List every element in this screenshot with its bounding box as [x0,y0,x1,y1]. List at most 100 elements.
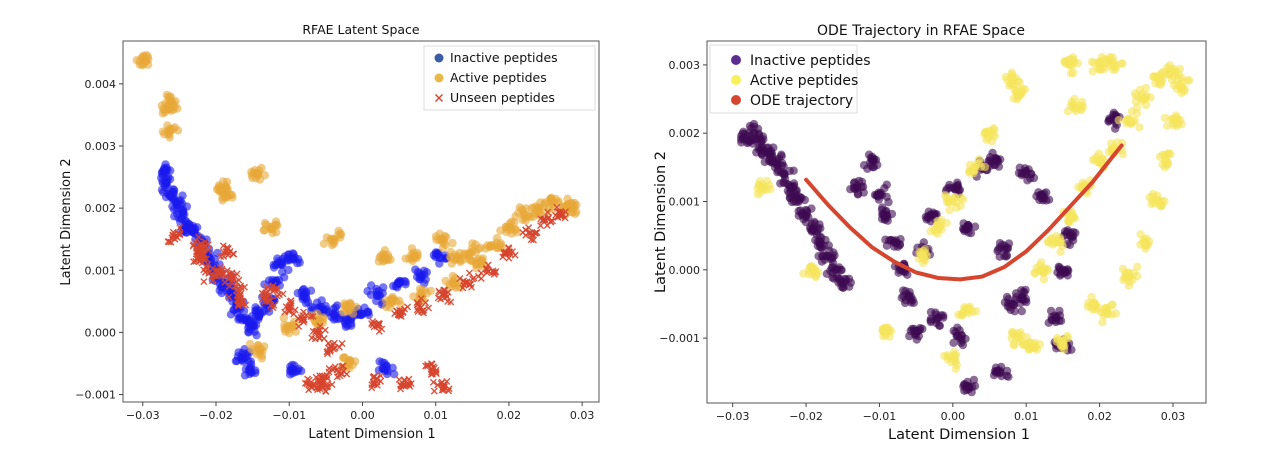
data-point [1073,59,1083,68]
legend-marker-inactive [434,53,444,63]
y-axis-ticks: −0.001 0.000 0.001 0.002 0.003 [659,59,707,345]
data-point [869,162,879,172]
data-point [544,208,552,216]
data-point [1058,340,1068,350]
x-tick-label: −0.01 [863,410,897,423]
data-point [446,247,455,257]
legend-marker-inactive [731,55,741,65]
data-point [963,224,972,233]
data-point [474,272,482,280]
data-point [757,142,767,152]
data-point [475,259,484,269]
data-point [191,238,199,246]
scatter-points [132,51,581,395]
data-point [401,254,410,263]
data-point [963,381,972,391]
y-tick-label: 0.003 [85,140,117,153]
y-tick-label: 0.002 [85,202,117,215]
data-point [1051,313,1060,322]
data-point [1004,372,1013,381]
y-axis-label: Latent Dimension 2 [59,158,74,285]
data-point [958,195,968,204]
data-point [785,193,795,203]
x-tick-label: 0.03 [570,409,595,422]
data-point [409,253,418,262]
data-point [295,323,303,331]
data-point [380,365,389,374]
legend-label-active: Active peptides [750,73,858,89]
data-point [165,238,173,246]
data-point [1088,299,1097,309]
data-point [262,289,270,297]
data-point [219,177,228,186]
data-point [316,322,324,330]
x-tick-label: 0.03 [1161,410,1186,423]
data-point [286,298,294,306]
data-point [1007,334,1016,343]
data-point [534,203,543,213]
data-point [218,265,226,273]
data-point [160,166,169,176]
data-point [996,368,1005,377]
legend-marker-unseen [435,94,443,102]
x-axis-label: Latent Dimension 1 [888,427,1030,443]
data-point [255,346,265,356]
data-point [138,54,147,64]
data-point [1010,307,1019,316]
data-point [1168,115,1178,124]
data-point [992,156,1002,165]
data-point [556,210,564,218]
data-point [1066,60,1075,70]
data-point [405,375,413,383]
data-point [343,315,352,325]
data-point [171,197,180,207]
data-point [401,277,410,287]
data-point [496,226,505,235]
data-point [166,98,175,107]
data-point [948,183,957,192]
data-point [375,357,384,366]
data-point [422,362,430,370]
data-point [339,362,347,370]
data-point [527,229,535,237]
data-point [425,304,433,312]
data-point [435,253,444,262]
data-point [252,331,261,340]
data-point [367,281,376,290]
data-point [1108,300,1117,309]
data-point [491,269,499,277]
data-point [970,163,979,172]
data-point [772,156,781,165]
data-point [830,251,839,260]
data-point [490,241,499,250]
data-point [288,365,298,374]
data-point [926,314,936,324]
x-tick-label: −0.02 [199,409,233,422]
data-point [527,236,535,244]
data-point [1007,299,1016,309]
data-point [1036,258,1046,267]
data-point [1098,318,1107,327]
data-point [801,211,811,220]
data-point [1185,76,1194,85]
data-point [258,295,266,303]
data-point [448,238,457,248]
data-point [758,150,767,160]
data-point [309,312,317,320]
data-point [325,368,333,376]
data-point [558,210,566,218]
data-point [1036,265,1046,274]
data-point [533,228,541,236]
data-point [324,347,332,355]
data-point [948,197,957,206]
data-point [1036,190,1046,199]
data-point [1114,116,1123,125]
data-point [172,232,180,240]
data-point [335,343,343,351]
data-point [1051,238,1060,247]
data-point [380,253,389,262]
data-point [288,253,298,262]
data-point [1177,73,1186,83]
data-point [1058,265,1068,274]
